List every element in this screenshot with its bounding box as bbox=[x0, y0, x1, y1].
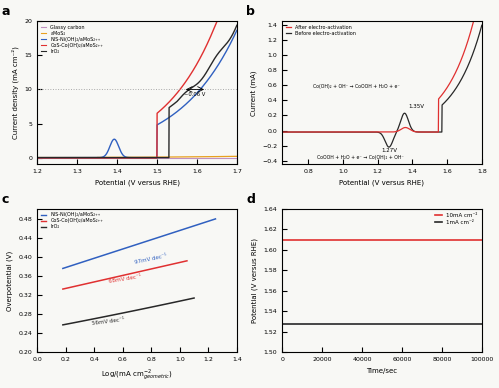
Text: ~0.06 V: ~0.06 V bbox=[184, 92, 205, 97]
X-axis label: Log/(mA cm$^{-2}_{geometric}$): Log/(mA cm$^{-2}_{geometric}$) bbox=[101, 367, 173, 383]
Y-axis label: Current density (mA cm⁻²): Current density (mA cm⁻²) bbox=[11, 47, 19, 139]
Legend: Glassy carbon, aMoS₂, NiS-Ni(OH)₂/aMoS₂₊₊, CoS-Co(OH)₂/aMoS₂₊₊, IrO₂: Glassy carbon, aMoS₂, NiS-Ni(OH)₂/aMoS₂₊… bbox=[39, 24, 104, 55]
Text: Co(OH)₂ + OH⁻ → CoOOH + H₂O + e⁻: Co(OH)₂ + OH⁻ → CoOOH + H₂O + e⁻ bbox=[313, 84, 400, 89]
Text: c: c bbox=[1, 193, 8, 206]
Text: a: a bbox=[1, 5, 10, 18]
Text: CoOOH + H₂O + e⁻ → Co(OH)₂ + OH⁻: CoOOH + H₂O + e⁻ → Co(OH)₂ + OH⁻ bbox=[317, 155, 404, 160]
Text: 1.27V: 1.27V bbox=[382, 147, 398, 152]
Y-axis label: Potential (V versus RHE): Potential (V versus RHE) bbox=[251, 238, 258, 323]
Legend: After electro-activation, Before electro-activation: After electro-activation, Before electro… bbox=[284, 24, 357, 36]
Text: 1.35V: 1.35V bbox=[408, 104, 424, 109]
Legend: NiS-Ni(OH)₂/aMoS₂₊₊, CoS-Co(OH)₂/aMoS₂₊₊, IrO₂: NiS-Ni(OH)₂/aMoS₂₊₊, CoS-Co(OH)₂/aMoS₂₊₊… bbox=[39, 211, 104, 230]
Text: 97mV dec⁻¹: 97mV dec⁻¹ bbox=[134, 253, 167, 265]
Y-axis label: Current (mA): Current (mA) bbox=[250, 70, 256, 116]
Text: 56mV dec⁻¹: 56mV dec⁻¹ bbox=[91, 317, 125, 326]
Legend: 10mA cm⁻², 1mA cm⁻²: 10mA cm⁻², 1mA cm⁻² bbox=[434, 212, 479, 226]
X-axis label: Time/sec: Time/sec bbox=[366, 367, 398, 374]
Text: d: d bbox=[246, 193, 255, 206]
Y-axis label: Overpotential (V): Overpotential (V) bbox=[6, 251, 13, 311]
X-axis label: Potential (V versus RHE): Potential (V versus RHE) bbox=[339, 180, 425, 186]
X-axis label: Potential (V versus RHE): Potential (V versus RHE) bbox=[94, 180, 180, 186]
Text: b: b bbox=[246, 5, 255, 18]
Text: 68mV dec⁻¹: 68mV dec⁻¹ bbox=[108, 274, 142, 284]
